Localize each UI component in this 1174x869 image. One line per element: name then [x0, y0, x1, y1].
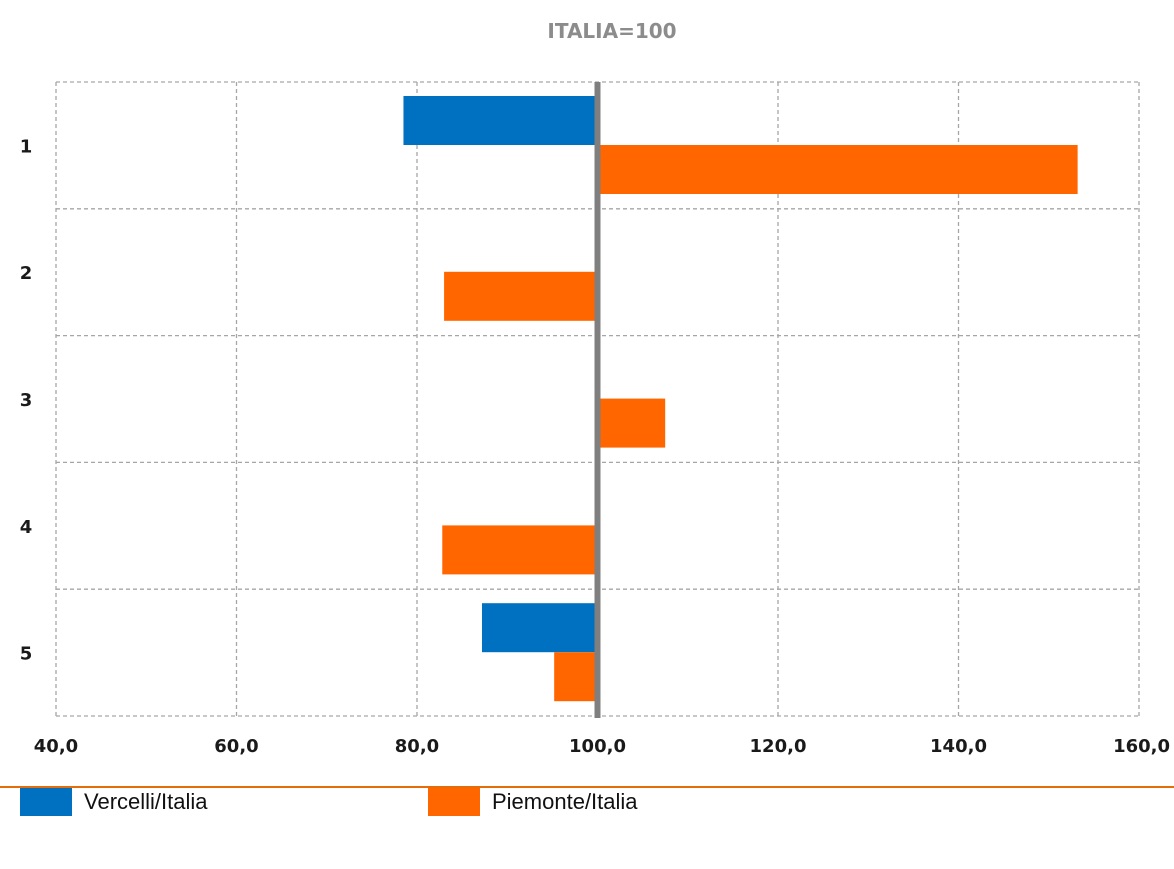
- bar-piemonte-3: [597, 398, 666, 448]
- legend-swatch-vercelli: [20, 788, 72, 816]
- chart-bars: [403, 96, 1078, 702]
- legend-label-vercelli: Vercelli/Italia: [84, 789, 208, 814]
- category-label: 1: [20, 136, 33, 157]
- category-label: 3: [20, 390, 33, 411]
- legend-divider: [0, 786, 1174, 788]
- bar-piemonte-4: [442, 525, 598, 575]
- x-tick-label: 60,0: [214, 736, 258, 757]
- bar-chart: ITALIA=100 1 2 3 4 5 40,0 60,0 80,0 100,0 120,0 1…: [20, 19, 1170, 757]
- bar-piemonte-2: [444, 271, 598, 321]
- x-tick-label: 80,0: [395, 736, 439, 757]
- x-tick-label: 100,0: [569, 736, 626, 757]
- x-tick-label: 160,0: [1113, 736, 1170, 757]
- bar-vercelli-5: [481, 603, 598, 653]
- legend-item-vercelli: Vercelli/Italia: [20, 782, 208, 822]
- bar-piemonte-5: [554, 652, 598, 702]
- category-label: 5: [20, 644, 33, 665]
- chart-title: ITALIA=100: [547, 19, 676, 43]
- legend-item-piemonte: Piemonte/Italia: [428, 782, 638, 822]
- category-label: 2: [20, 263, 33, 284]
- category-label: 4: [20, 517, 33, 538]
- bar-piemonte-1: [597, 145, 1078, 194]
- legend-swatch-piemonte: [428, 788, 480, 816]
- x-tick-label: 40,0: [34, 736, 78, 757]
- category-labels: 1 2 3 4 5: [20, 136, 33, 664]
- x-tick-label: 120,0: [750, 736, 807, 757]
- legend-label-piemonte: Piemonte/Italia: [492, 789, 638, 814]
- x-axis-tick-labels: 40,0 60,0 80,0 100,0 120,0 140,0 160,0: [34, 736, 1170, 757]
- x-tick-label: 140,0: [930, 736, 987, 757]
- bar-vercelli-1: [403, 96, 598, 145]
